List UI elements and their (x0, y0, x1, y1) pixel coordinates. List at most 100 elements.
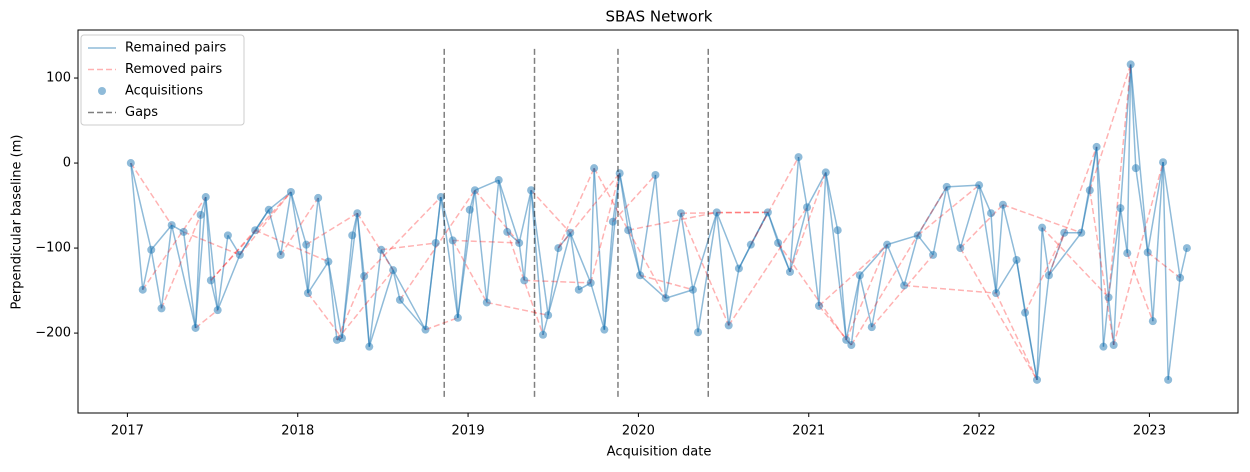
remained-pairs (692, 289, 699, 333)
y-tick-label: −200 (35, 326, 71, 341)
remained-pairs (727, 268, 740, 326)
remained-pairs (1152, 162, 1164, 322)
remained-pairs (307, 197, 319, 294)
remained-pairs (497, 179, 508, 233)
acquisition (1038, 223, 1047, 232)
remained-pairs (1179, 247, 1188, 278)
remained-pairs (697, 212, 718, 333)
x-tick-label: 2023 (1133, 424, 1166, 439)
remained-pairs (170, 224, 197, 329)
acquisition (842, 335, 851, 344)
remained-pairs (850, 275, 861, 346)
removed-pairs (871, 254, 934, 328)
remained-pairs (959, 184, 980, 249)
acquisition (883, 240, 892, 249)
removed-pairs (356, 212, 394, 271)
acquisition (900, 281, 909, 290)
removed-pairs (728, 206, 808, 326)
removed-pairs (995, 292, 1038, 381)
remained-pairs (518, 242, 526, 281)
x-tick-label: 2018 (281, 424, 314, 439)
remained-pairs (716, 212, 730, 326)
acquisition (590, 164, 599, 173)
acquisition (157, 304, 166, 313)
remained-pairs (130, 162, 152, 250)
remained-pairs (1162, 162, 1169, 380)
legend-symbol (98, 87, 106, 95)
removed-pairs (612, 174, 656, 223)
acquisition (324, 257, 333, 266)
remained-pairs (932, 186, 948, 256)
acquisition (833, 226, 842, 235)
acquisition (803, 203, 812, 212)
x-tick-label: 2017 (111, 424, 144, 439)
remained-pairs (886, 234, 918, 246)
remained-pairs (216, 254, 241, 311)
acquisition (206, 276, 215, 285)
acquisition (847, 340, 856, 349)
acquisition (126, 159, 135, 168)
remained-pairs (1126, 64, 1132, 254)
remained-pairs (290, 191, 307, 245)
remained-pairs (836, 230, 847, 340)
remained-pairs (290, 191, 309, 294)
removed-pairs (1048, 146, 1098, 276)
removed-pairs (959, 247, 1038, 381)
acquisition (794, 153, 803, 162)
removed-pairs (959, 204, 1004, 249)
remained-pairs (1129, 64, 1149, 253)
x-axis-label: Acquisition date (607, 445, 712, 460)
removed-pairs (280, 197, 319, 256)
remained-pairs (440, 196, 459, 318)
removed-pairs (195, 309, 219, 329)
acquisition (235, 250, 244, 259)
removed-pairs (1002, 204, 1082, 234)
acquisition (453, 313, 462, 322)
acquisition (138, 285, 147, 294)
removed-pairs (381, 242, 436, 251)
removed-pairs (210, 229, 256, 281)
remained-pairs (474, 179, 500, 191)
removed-pairs (130, 162, 173, 226)
y-tick-label: 0 (63, 156, 71, 171)
remained-pairs (523, 190, 532, 281)
removed-pairs (845, 244, 888, 341)
remained-pairs (518, 190, 532, 244)
remained-pairs (317, 197, 330, 262)
remained-pairs (618, 173, 641, 276)
acquisition (855, 271, 864, 280)
acquisition (539, 330, 548, 339)
acquisition (448, 236, 457, 245)
removed-pairs (425, 317, 459, 331)
acquisition (774, 238, 783, 247)
acquisition (421, 325, 430, 334)
acquisition (348, 231, 357, 240)
acquisition (147, 245, 156, 254)
remained-pairs (716, 212, 740, 269)
remained-pairs (945, 186, 962, 249)
acquisition (338, 334, 347, 343)
acquisition (1044, 271, 1053, 280)
y-axis-label: Perpendicular baseline (m) (10, 135, 25, 310)
remained-pairs (392, 269, 427, 331)
removed-pairs (486, 301, 549, 316)
acquisition (821, 168, 830, 177)
acquisition (302, 240, 311, 249)
x-tick-label: 2022 (963, 424, 996, 439)
acquisition (600, 325, 609, 334)
acquisition (913, 231, 922, 240)
remained-pairs (486, 179, 500, 303)
acquisition (608, 217, 617, 226)
acquisition (763, 208, 772, 217)
removed-pairs (904, 284, 997, 294)
acquisition (814, 301, 823, 310)
acquisition (1123, 249, 1132, 258)
removed-pairs (639, 274, 694, 291)
acquisition (1148, 317, 1157, 326)
remained-pairs (845, 275, 861, 341)
removed-pairs (254, 229, 329, 263)
remained-pairs (1107, 208, 1122, 298)
acquisition (201, 193, 210, 202)
remained-pairs (654, 174, 667, 299)
removed-pairs (628, 211, 717, 231)
